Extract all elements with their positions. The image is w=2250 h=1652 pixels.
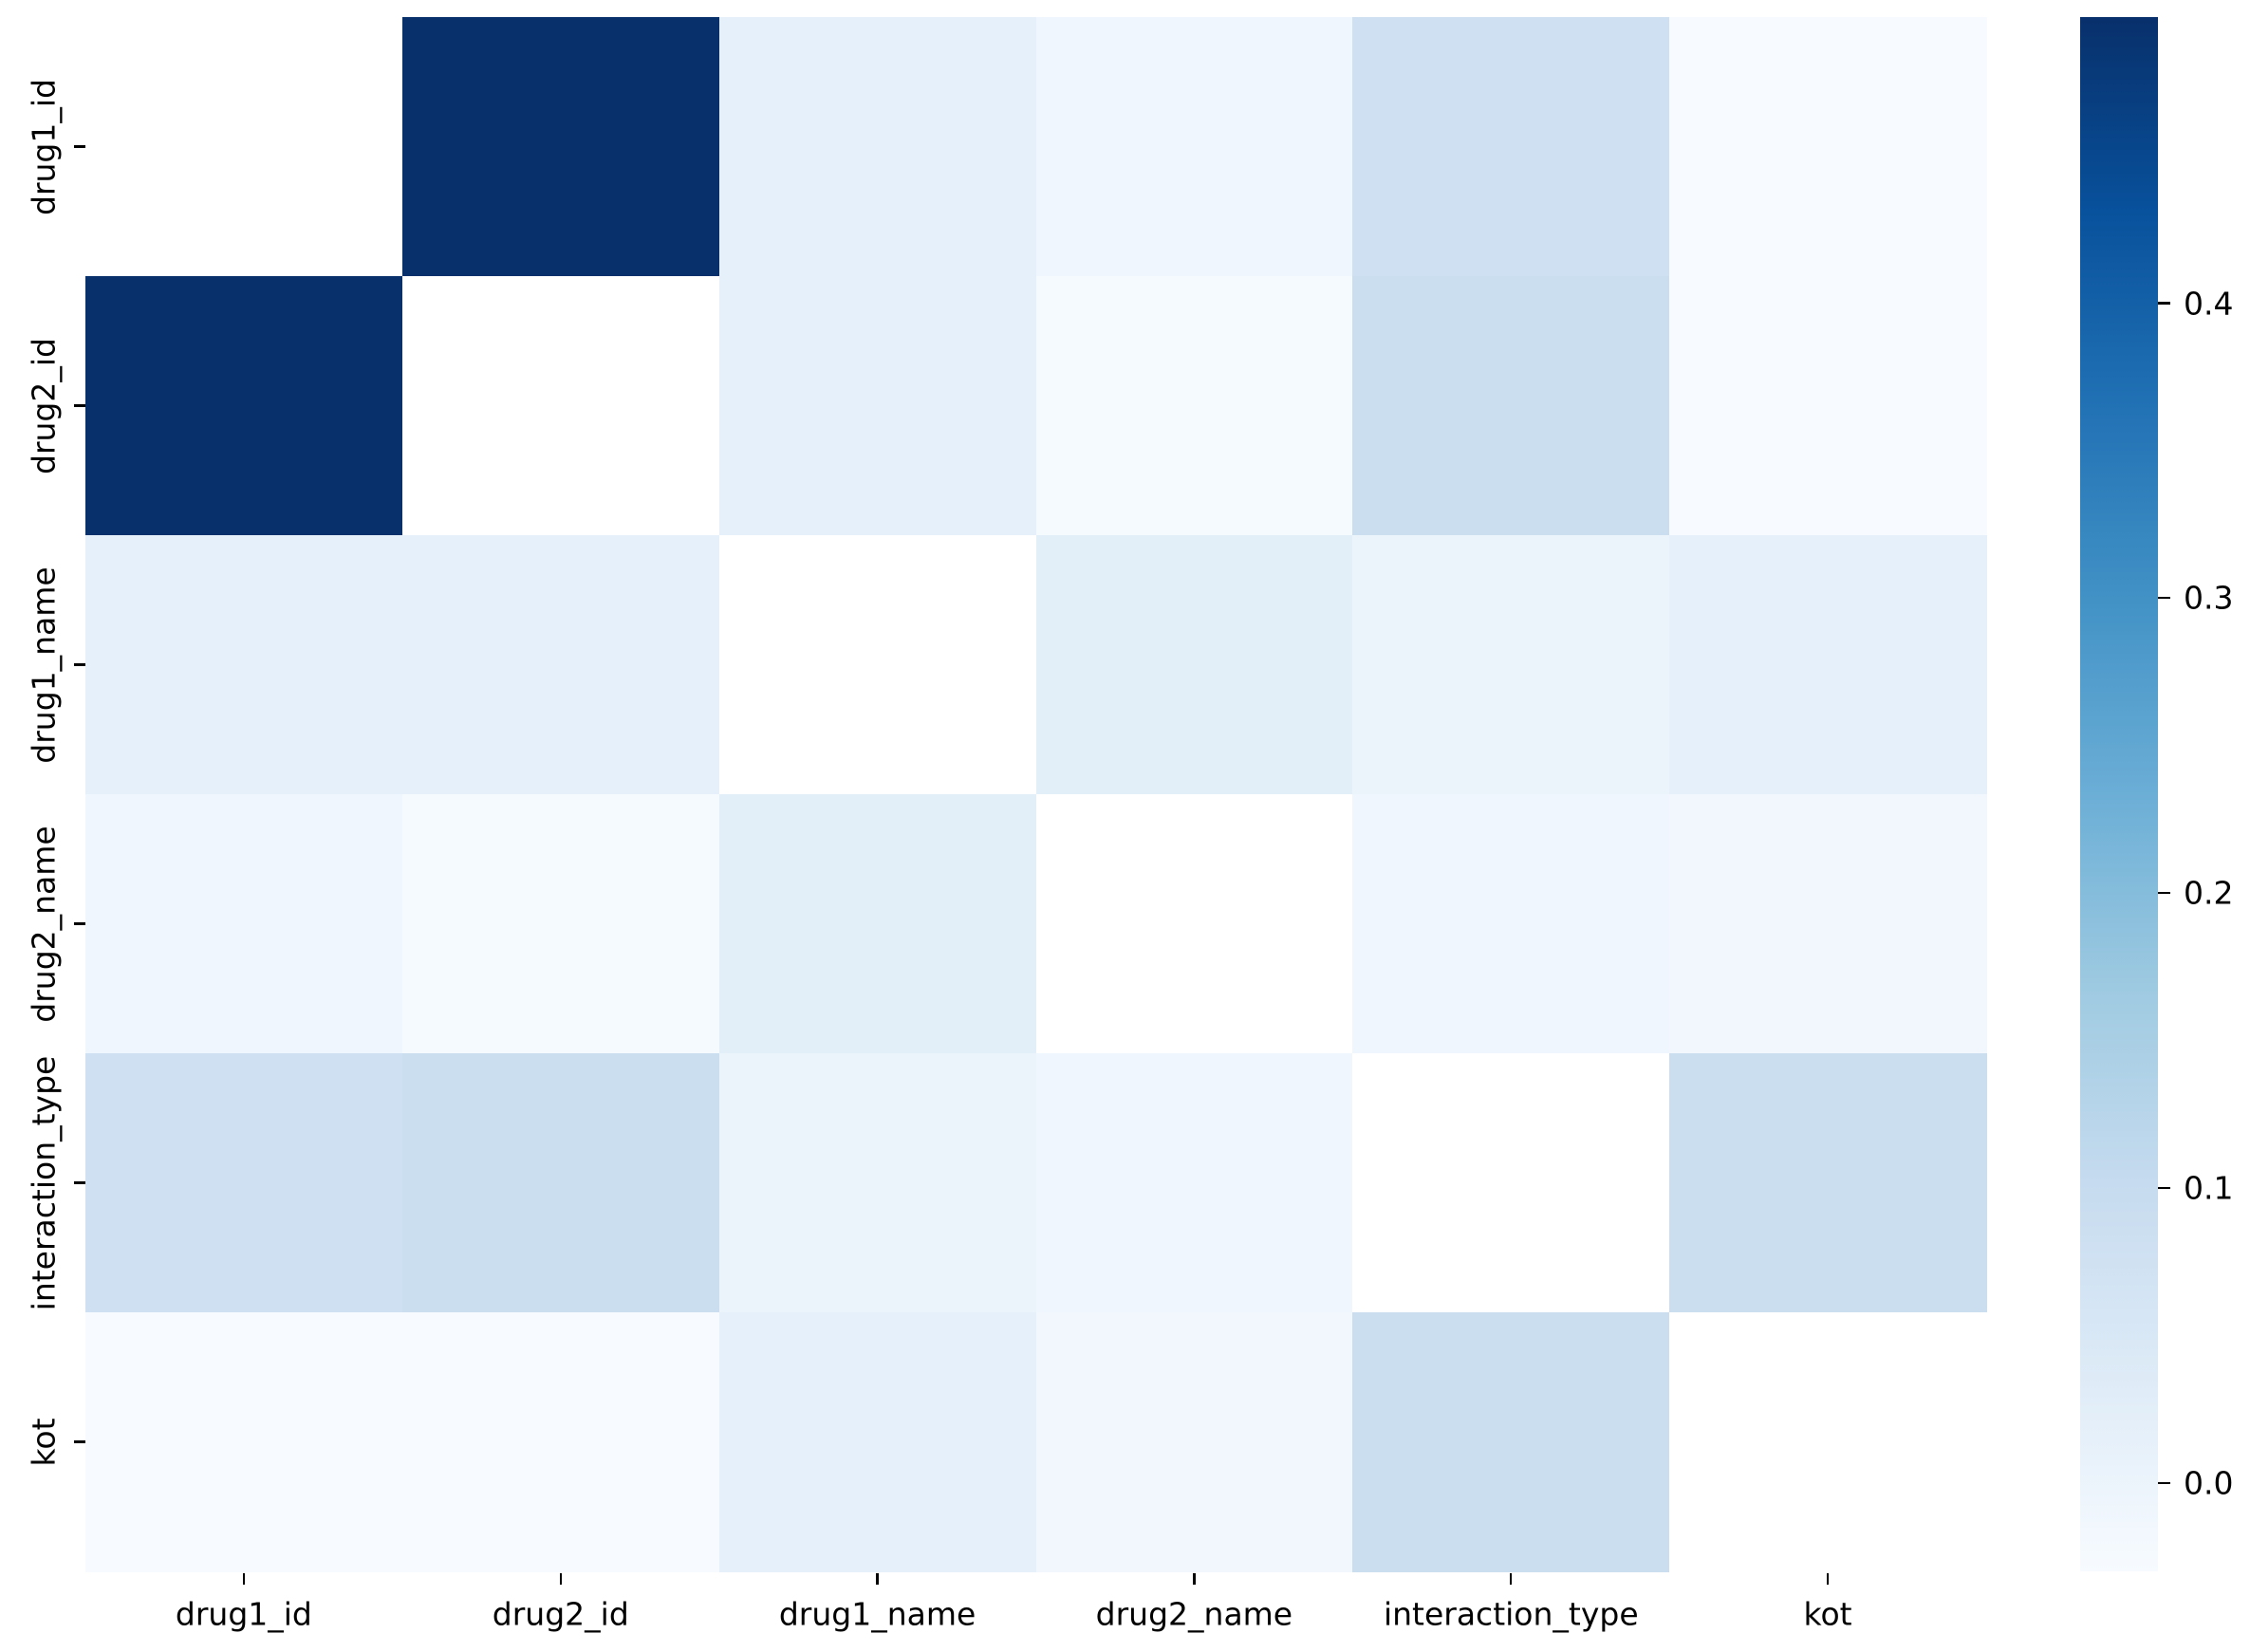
heatmap-cell-drug2_id-drug1_name: [718, 276, 1037, 536]
heatmap-cell-drug2_name-kot: [1669, 794, 1987, 1054]
x-tick-label-drug1_id: drug1_id: [175, 1595, 312, 1633]
x-tick-label-interaction_type: interaction_type: [1383, 1595, 1639, 1633]
heatmap-cell-interaction_type-drug2_id: [401, 1053, 720, 1313]
x-tick-mark: [559, 1573, 562, 1585]
heatmap-cell-drug1_id-drug1_name: [718, 17, 1037, 277]
colorbar-tick-mark: [2158, 1481, 2170, 1484]
heatmap-cell-drug1_name-drug1_name: [718, 535, 1037, 795]
y-tick-label-drug1_name: drug1_name: [25, 566, 63, 764]
heatmap-cell-drug1_id-drug2_name: [1035, 17, 1353, 277]
heatmap-cell-interaction_type-drug1_name: [718, 1053, 1037, 1313]
y-tick-label-drug2_name: drug2_name: [25, 825, 63, 1023]
colorbar-tick-mark: [2158, 597, 2170, 600]
heatmap-cell-drug2_name-drug2_name: [1035, 794, 1353, 1054]
heatmap-cell-drug2_name-drug1_id: [85, 794, 403, 1054]
heatmap-cell-kot-drug2_name: [1035, 1312, 1353, 1572]
colorbar-tick-label-0.3: 0.3: [2184, 579, 2234, 617]
y-tick-label-kot: kot: [25, 1417, 63, 1467]
heatmap-cell-kot-drug1_id: [85, 1312, 403, 1572]
heatmap-cell-interaction_type-kot: [1669, 1053, 1987, 1313]
colorbar-tick-mark: [2158, 891, 2170, 895]
y-tick-mark: [74, 663, 85, 666]
y-tick-mark: [74, 922, 85, 925]
x-tick-mark: [1510, 1573, 1513, 1585]
heatmap-cell-drug2_id-kot: [1669, 276, 1987, 536]
x-tick-label-drug2_name: drug2_name: [1095, 1595, 1293, 1633]
y-tick-label-drug2_id: drug2_id: [25, 337, 63, 474]
x-tick-mark: [1826, 1573, 1830, 1585]
y-tick-mark: [74, 1440, 85, 1443]
heatmap-cell-interaction_type-drug2_name: [1035, 1053, 1353, 1313]
heatmap-cell-interaction_type-drug1_id: [85, 1053, 403, 1313]
heatmap-plot-area: [85, 17, 1987, 1572]
heatmap-cell-drug2_id-interaction_type: [1352, 276, 1670, 536]
heatmap-cell-drug1_name-interaction_type: [1352, 535, 1670, 795]
y-tick-mark: [74, 1181, 85, 1184]
colorbar-tick-label-0.2: 0.2: [2184, 874, 2234, 912]
heatmap-cell-drug1_name-kot: [1669, 535, 1987, 795]
heatmap-cell-drug2_id-drug1_id: [85, 276, 403, 536]
heatmap-cell-drug1_id-drug1_id: [85, 17, 403, 277]
heatmap-cell-kot-drug2_id: [401, 1312, 720, 1572]
heatmap-cell-interaction_type-interaction_type: [1352, 1053, 1670, 1313]
heatmap-cell-drug2_name-drug2_id: [401, 794, 720, 1054]
heatmap-cell-drug1_id-interaction_type: [1352, 17, 1670, 277]
x-tick-mark: [242, 1573, 246, 1585]
heatmap-cell-drug1_id-kot: [1669, 17, 1987, 277]
x-tick-mark: [876, 1573, 879, 1585]
x-tick-label-drug1_name: drug1_name: [778, 1595, 976, 1633]
heatmap-cell-kot-drug1_name: [718, 1312, 1037, 1572]
heatmap-cell-drug1_name-drug1_id: [85, 535, 403, 795]
heatmap-cell-drug2_id-drug2_id: [401, 276, 720, 536]
heatmap-cell-drug2_id-drug2_name: [1035, 276, 1353, 536]
colorbar-tick-mark: [2158, 302, 2170, 305]
x-tick-mark: [1193, 1573, 1196, 1585]
y-tick-label-drug1_id: drug1_id: [25, 78, 63, 215]
x-tick-label-drug2_id: drug2_id: [492, 1595, 629, 1633]
colorbar-tick-mark: [2158, 1186, 2170, 1190]
heatmap-cell-kot-interaction_type: [1352, 1312, 1670, 1572]
y-tick-mark: [74, 404, 85, 407]
y-tick-mark: [74, 145, 85, 148]
heatmap-cell-kot-kot: [1669, 1312, 1987, 1572]
colorbar-tick-label-0.4: 0.4: [2184, 285, 2234, 322]
colorbar-tick-label-0.1: 0.1: [2184, 1169, 2234, 1207]
heatmap-cell-drug2_name-drug1_name: [718, 794, 1037, 1054]
heatmap-cell-drug2_name-interaction_type: [1352, 794, 1670, 1054]
heatmap-cell-drug1_name-drug2_name: [1035, 535, 1353, 795]
colorbar-gradient: [2080, 17, 2158, 1571]
y-tick-label-interaction_type: interaction_type: [25, 1055, 63, 1310]
colorbar-tick-label-0.0: 0.0: [2184, 1464, 2234, 1502]
heatmap-cell-drug1_name-drug2_id: [401, 535, 720, 795]
heatmap-cell-drug1_id-drug2_id: [401, 17, 720, 277]
x-tick-label-kot: kot: [1803, 1595, 1852, 1633]
